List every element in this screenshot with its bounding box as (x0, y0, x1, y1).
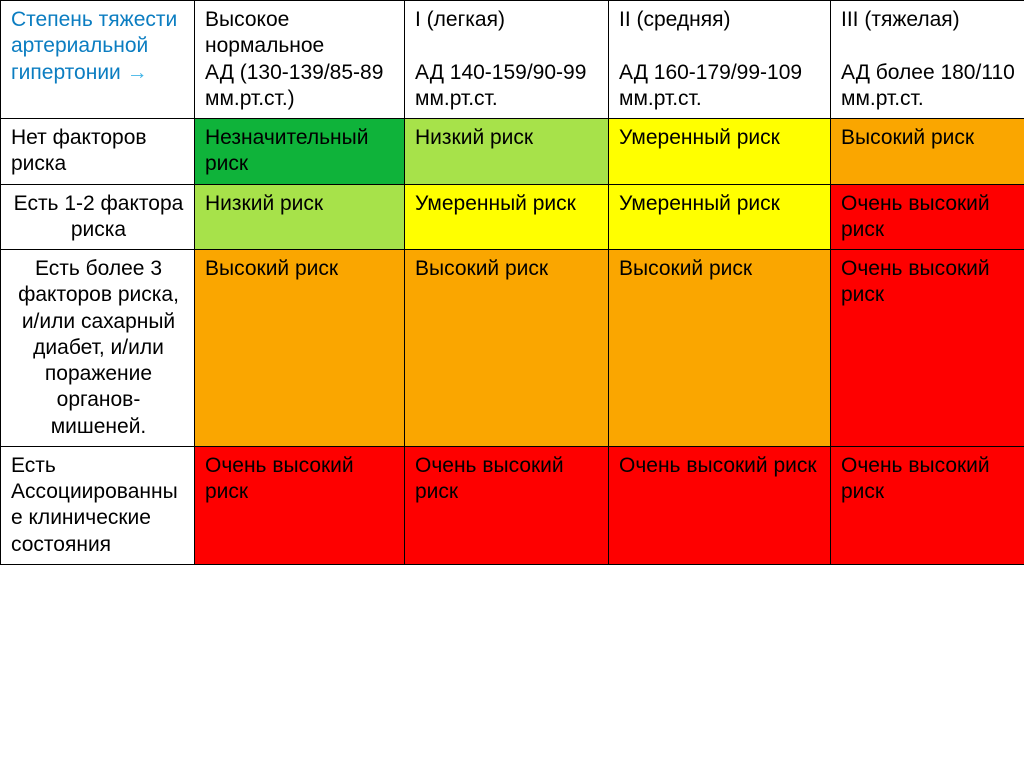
table-row: Есть Ассоциированные клинические состоян… (1, 446, 1024, 564)
risk-cell: Высокий риск (609, 250, 831, 447)
arrow-right-icon: → (127, 61, 148, 84)
risk-cell: Низкий риск (195, 184, 405, 250)
risk-cell: Очень высокий риск (831, 446, 1024, 564)
header-title-line1: Степень тяжести (11, 8, 177, 31)
header-col-1: I (легкая) АД 140-159/90-99 мм.рт.ст. (405, 1, 609, 119)
header-col-sub2: мм.рт.ст. (415, 87, 498, 110)
header-col-sub: АД 140-159/90-99 (415, 61, 586, 84)
risk-cell: Умеренный риск (405, 184, 609, 250)
table-row: Есть более 3 факторов риска, и/или сахар… (1, 250, 1024, 447)
header-col-0: Высокое нормальное АД (130-139/85-89 мм.… (195, 1, 405, 119)
header-title-line2: артериальной (11, 34, 148, 57)
header-col-2: II (средняя) АД 160-179/99-109 мм.рт.ст. (609, 1, 831, 119)
risk-cell: Высокий риск (831, 119, 1024, 185)
row-label: Есть более 3 факторов риска, и/или сахар… (1, 250, 195, 447)
risk-cell: Высокий риск (195, 250, 405, 447)
risk-cell: Умеренный риск (609, 119, 831, 185)
header-col-3: III (тяжелая) АД более 180/110 мм.рт.ст. (831, 1, 1024, 119)
header-col-title: III (тяжелая) (841, 8, 960, 31)
risk-cell: Умеренный риск (609, 184, 831, 250)
header-col-sub: АД 160-179/99-109 мм.рт.ст. (619, 61, 802, 110)
risk-cell: Очень высокий риск (609, 446, 831, 564)
table-header-row: Степень тяжести артериальной гипертонии … (1, 1, 1024, 119)
risk-cell: Очень высокий риск (405, 446, 609, 564)
header-col-title: I (легкая) (415, 8, 505, 31)
risk-cell: Низкий риск (405, 119, 609, 185)
row-label: Есть Ассоциированные клинические состоян… (1, 446, 195, 564)
risk-cell: Очень высокий риск (831, 250, 1024, 447)
table-row: Нет факторов риска Незначительный риск Н… (1, 119, 1024, 185)
risk-cell: Очень высокий риск (831, 184, 1024, 250)
header-col-title: Высокое нормальное (205, 8, 324, 57)
row-label: Есть 1-2 фактора риска (1, 184, 195, 250)
risk-table: Степень тяжести артериальной гипертонии … (0, 0, 1024, 565)
header-col-title: II (средняя) (619, 8, 730, 31)
risk-cell: Очень высокий риск (195, 446, 405, 564)
header-col-sub: АД (130-139/85-89 мм.рт.ст.) (205, 61, 383, 110)
table-row: Есть 1-2 фактора риска Низкий риск Умере… (1, 184, 1024, 250)
header-title-line3: гипертонии (11, 61, 121, 84)
risk-cell: Высокий риск (405, 250, 609, 447)
header-col-sub: АД более 180/110 мм.рт.ст. (841, 61, 1015, 110)
risk-cell: Незначительный риск (195, 119, 405, 185)
row-label: Нет факторов риска (1, 119, 195, 185)
header-rowlabel-cell: Степень тяжести артериальной гипертонии … (1, 1, 195, 119)
